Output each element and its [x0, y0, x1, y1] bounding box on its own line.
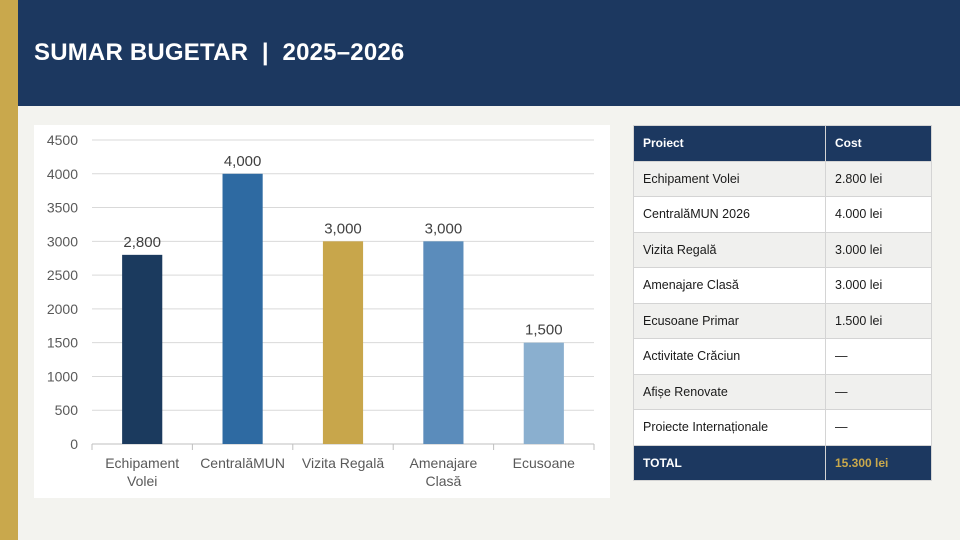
cost-cell: 4.000 lei	[825, 196, 932, 233]
y-tick-label: 4000	[47, 166, 78, 182]
project-cell: Ecusoane Primar	[633, 302, 826, 339]
x-tick-label: Echipament Volei	[105, 455, 179, 489]
y-tick-label: 2500	[47, 267, 78, 283]
table-row: Activitate Crăciun —	[633, 338, 932, 375]
data-label: 2,800	[123, 234, 161, 251]
y-tick-label: 1000	[47, 368, 78, 384]
project-cell: Activitate Crăciun	[633, 338, 826, 375]
x-tick-label: Amenajare Clasă	[410, 455, 478, 489]
cost-cell: 1.500 lei	[825, 302, 932, 339]
table-row: Proiecte Internaționale —	[633, 409, 932, 446]
budget-bar-chart: 0 500 1000 1500 2000 2500 3000 3500 4000 4500 2,80…	[34, 125, 610, 498]
data-label: 1,500	[525, 322, 563, 339]
y-tick-label: 4500	[47, 132, 78, 148]
project-cell: Proiecte Internaționale	[633, 409, 826, 446]
y-tick-label: 500	[55, 402, 79, 418]
cost-cell: —	[825, 409, 932, 446]
y-tick-label: 0	[70, 436, 78, 452]
data-label: 3,000	[324, 220, 362, 237]
cost-cell: 3.000 lei	[825, 267, 932, 304]
table-header-row: Proiect Cost	[633, 125, 932, 162]
total-label: TOTAL	[633, 444, 826, 481]
chart-canvas: 0 500 1000 1500 2000 2500 3000 3500 4000 4500 2,80…	[47, 132, 595, 489]
y-tick-label: 3000	[47, 233, 78, 249]
accent-side-bar	[0, 0, 18, 540]
bar	[322, 241, 364, 444]
cost-cell: —	[825, 373, 932, 410]
budget-table: Proiect Cost Echipament Volei 2.800 lei …	[633, 125, 932, 481]
project-cell: Echipament Volei	[633, 160, 826, 197]
column-header-project: Proiect	[633, 125, 826, 162]
bar	[222, 173, 263, 444]
table-row: Afișe Renovate —	[633, 373, 932, 410]
bar	[523, 342, 564, 444]
project-cell: CentralăMUN 2026	[633, 196, 826, 233]
table-row: Echipament Volei 2.800 lei	[633, 160, 932, 197]
page-title: SUMAR BUGETAR | 2025–2026	[34, 39, 405, 66]
table-row: Vizita Regală 3.000 lei	[633, 231, 932, 268]
header-banner: SUMAR BUGETAR | 2025–2026	[18, 0, 960, 106]
cost-cell: —	[825, 338, 932, 375]
total-row: TOTAL 15.300 lei	[633, 444, 932, 481]
x-tick-label: Ecusoane	[513, 455, 575, 471]
x-tick-label: Vizita Regală	[302, 455, 384, 471]
table-row: CentralăMUN 2026 4.000 lei	[633, 196, 932, 233]
y-tick-label: 2000	[47, 301, 78, 317]
column-header-cost: Cost	[825, 125, 932, 162]
cost-cell: 3.000 lei	[825, 231, 932, 268]
cost-cell: 2.800 lei	[825, 160, 932, 197]
table-row: Ecusoane Primar 1.500 lei	[633, 302, 932, 339]
data-label: 3,000	[425, 220, 463, 237]
table-row: Amenajare Clasă 3.000 lei	[633, 267, 932, 304]
bar	[423, 241, 464, 444]
total-value: 15.300 lei	[825, 444, 932, 481]
x-tick-label: CentralăMUN	[200, 455, 285, 471]
y-tick-label: 3500	[47, 200, 78, 216]
project-cell: Afișe Renovate	[633, 373, 826, 410]
project-cell: Amenajare Clasă	[633, 267, 826, 304]
bar	[122, 254, 163, 444]
y-tick-label: 1500	[47, 335, 78, 351]
project-cell: Vizita Regală	[633, 231, 826, 268]
data-label: 4,000	[224, 153, 262, 170]
